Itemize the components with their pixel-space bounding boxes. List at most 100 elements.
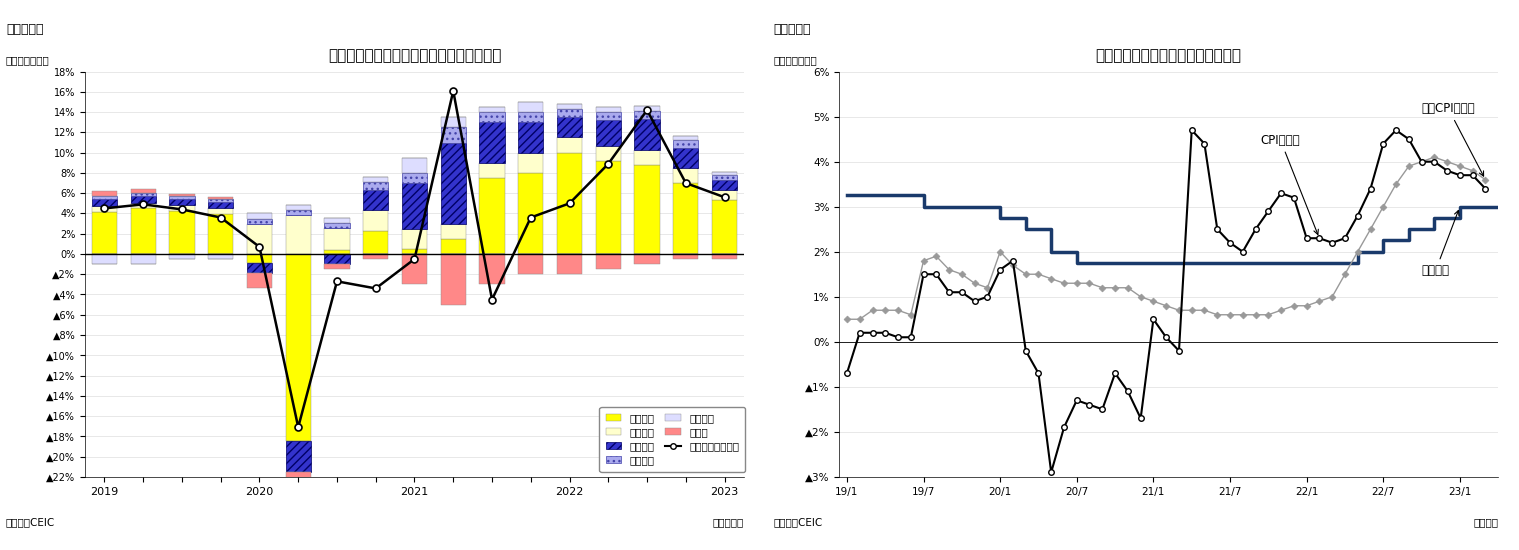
- Bar: [635, 165, 659, 254]
- Bar: [325, 264, 349, 269]
- Bar: [363, 254, 389, 259]
- Bar: [91, 212, 117, 254]
- Bar: [403, 183, 427, 229]
- 実質ＧＤＰ成長率: [676, 180, 694, 186]
- Bar: [635, 150, 659, 165]
- Bar: [635, 254, 659, 264]
- Bar: [363, 230, 389, 254]
- Legend: 民間消費, 政府消費, 民間投資, 公共投資, 在庫変動, 純輸出, 実質ＧＤＰ成長率: 民間消費, 政府消費, 民間投資, 公共投資, 在庫変動, 純輸出, 実質ＧＤＰ…: [600, 406, 746, 471]
- Bar: [286, 254, 311, 441]
- Bar: [441, 117, 466, 128]
- Bar: [518, 254, 544, 274]
- Bar: [673, 168, 699, 183]
- Bar: [169, 194, 194, 196]
- Bar: [712, 175, 737, 180]
- Text: 政策金利: 政策金利: [1422, 211, 1458, 277]
- Bar: [595, 161, 621, 254]
- Text: （四半期）: （四半期）: [712, 518, 744, 527]
- Bar: [131, 189, 156, 193]
- Bar: [673, 254, 699, 259]
- Bar: [403, 249, 427, 254]
- Text: （月次）: （月次）: [1473, 518, 1498, 527]
- Bar: [208, 214, 234, 254]
- 実質ＧＤＰ成長率: [289, 424, 307, 431]
- Bar: [480, 112, 504, 122]
- Bar: [91, 196, 117, 199]
- Line: 実質ＧＤＰ成長率: 実質ＧＤＰ成長率: [100, 87, 728, 431]
- Bar: [712, 180, 737, 190]
- Bar: [595, 120, 621, 146]
- Bar: [518, 102, 544, 112]
- Bar: [363, 190, 389, 211]
- Bar: [635, 119, 659, 150]
- Bar: [363, 182, 389, 190]
- Bar: [712, 172, 737, 175]
- Bar: [131, 196, 156, 204]
- Bar: [635, 106, 659, 111]
- Bar: [480, 254, 504, 284]
- Text: コアCPI上昇率: コアCPI上昇率: [1422, 102, 1484, 176]
- 実質ＧＤＰ成長率: [328, 278, 346, 285]
- Bar: [169, 205, 194, 211]
- 実質ＧＤＰ成長率: [211, 214, 229, 221]
- 実質ＧＤＰ成長率: [134, 201, 152, 208]
- Bar: [363, 177, 389, 182]
- Bar: [673, 147, 699, 168]
- Bar: [169, 196, 194, 199]
- Bar: [325, 250, 349, 254]
- Bar: [286, 441, 311, 472]
- Bar: [286, 472, 311, 487]
- Bar: [595, 254, 621, 269]
- 実質ＧＤＰ成長率: [96, 205, 114, 212]
- Bar: [403, 173, 427, 183]
- Bar: [441, 142, 466, 224]
- Bar: [518, 112, 544, 122]
- Bar: [673, 183, 699, 254]
- Bar: [131, 204, 156, 208]
- Bar: [673, 140, 699, 147]
- Bar: [208, 199, 234, 202]
- Bar: [441, 224, 466, 239]
- Bar: [712, 200, 737, 254]
- Bar: [325, 228, 349, 250]
- Text: （前年同月比）: （前年同月比）: [773, 56, 817, 65]
- Bar: [248, 213, 272, 218]
- Bar: [169, 211, 194, 254]
- Text: （図表６）: （図表６）: [773, 23, 811, 36]
- Bar: [248, 263, 272, 273]
- Bar: [91, 206, 117, 212]
- 実質ＧＤＰ成長率: [638, 107, 656, 113]
- Bar: [595, 107, 621, 112]
- Title: マレーシアのインフレ率・政策金利: マレーシアのインフレ率・政策金利: [1095, 48, 1241, 64]
- Bar: [286, 211, 311, 216]
- Bar: [712, 254, 737, 259]
- Bar: [208, 208, 234, 214]
- Bar: [91, 199, 117, 206]
- 実質ＧＤＰ成長率: [521, 214, 539, 221]
- Bar: [248, 273, 272, 288]
- Bar: [595, 112, 621, 120]
- Bar: [712, 190, 737, 200]
- Bar: [131, 193, 156, 196]
- Bar: [557, 254, 582, 274]
- Bar: [325, 217, 349, 223]
- Bar: [248, 254, 272, 263]
- Bar: [325, 223, 349, 228]
- Bar: [518, 153, 544, 173]
- Bar: [169, 199, 194, 205]
- Bar: [557, 117, 582, 138]
- Bar: [635, 111, 659, 119]
- Text: （資料）CEIC: （資料）CEIC: [773, 518, 823, 527]
- Bar: [91, 191, 117, 196]
- Bar: [208, 254, 234, 259]
- Text: （前年同期比）: （前年同期比）: [6, 56, 50, 65]
- Bar: [248, 218, 272, 224]
- Bar: [557, 104, 582, 109]
- Bar: [325, 254, 349, 264]
- Bar: [557, 153, 582, 254]
- Bar: [363, 211, 389, 230]
- Text: CPI上昇率: CPI上昇率: [1261, 134, 1318, 234]
- Title: マレーシアの実質ＧＤＰ成長率（需要側）: マレーシアの実質ＧＤＰ成長率（需要側）: [328, 48, 501, 64]
- Bar: [403, 158, 427, 173]
- Bar: [557, 138, 582, 153]
